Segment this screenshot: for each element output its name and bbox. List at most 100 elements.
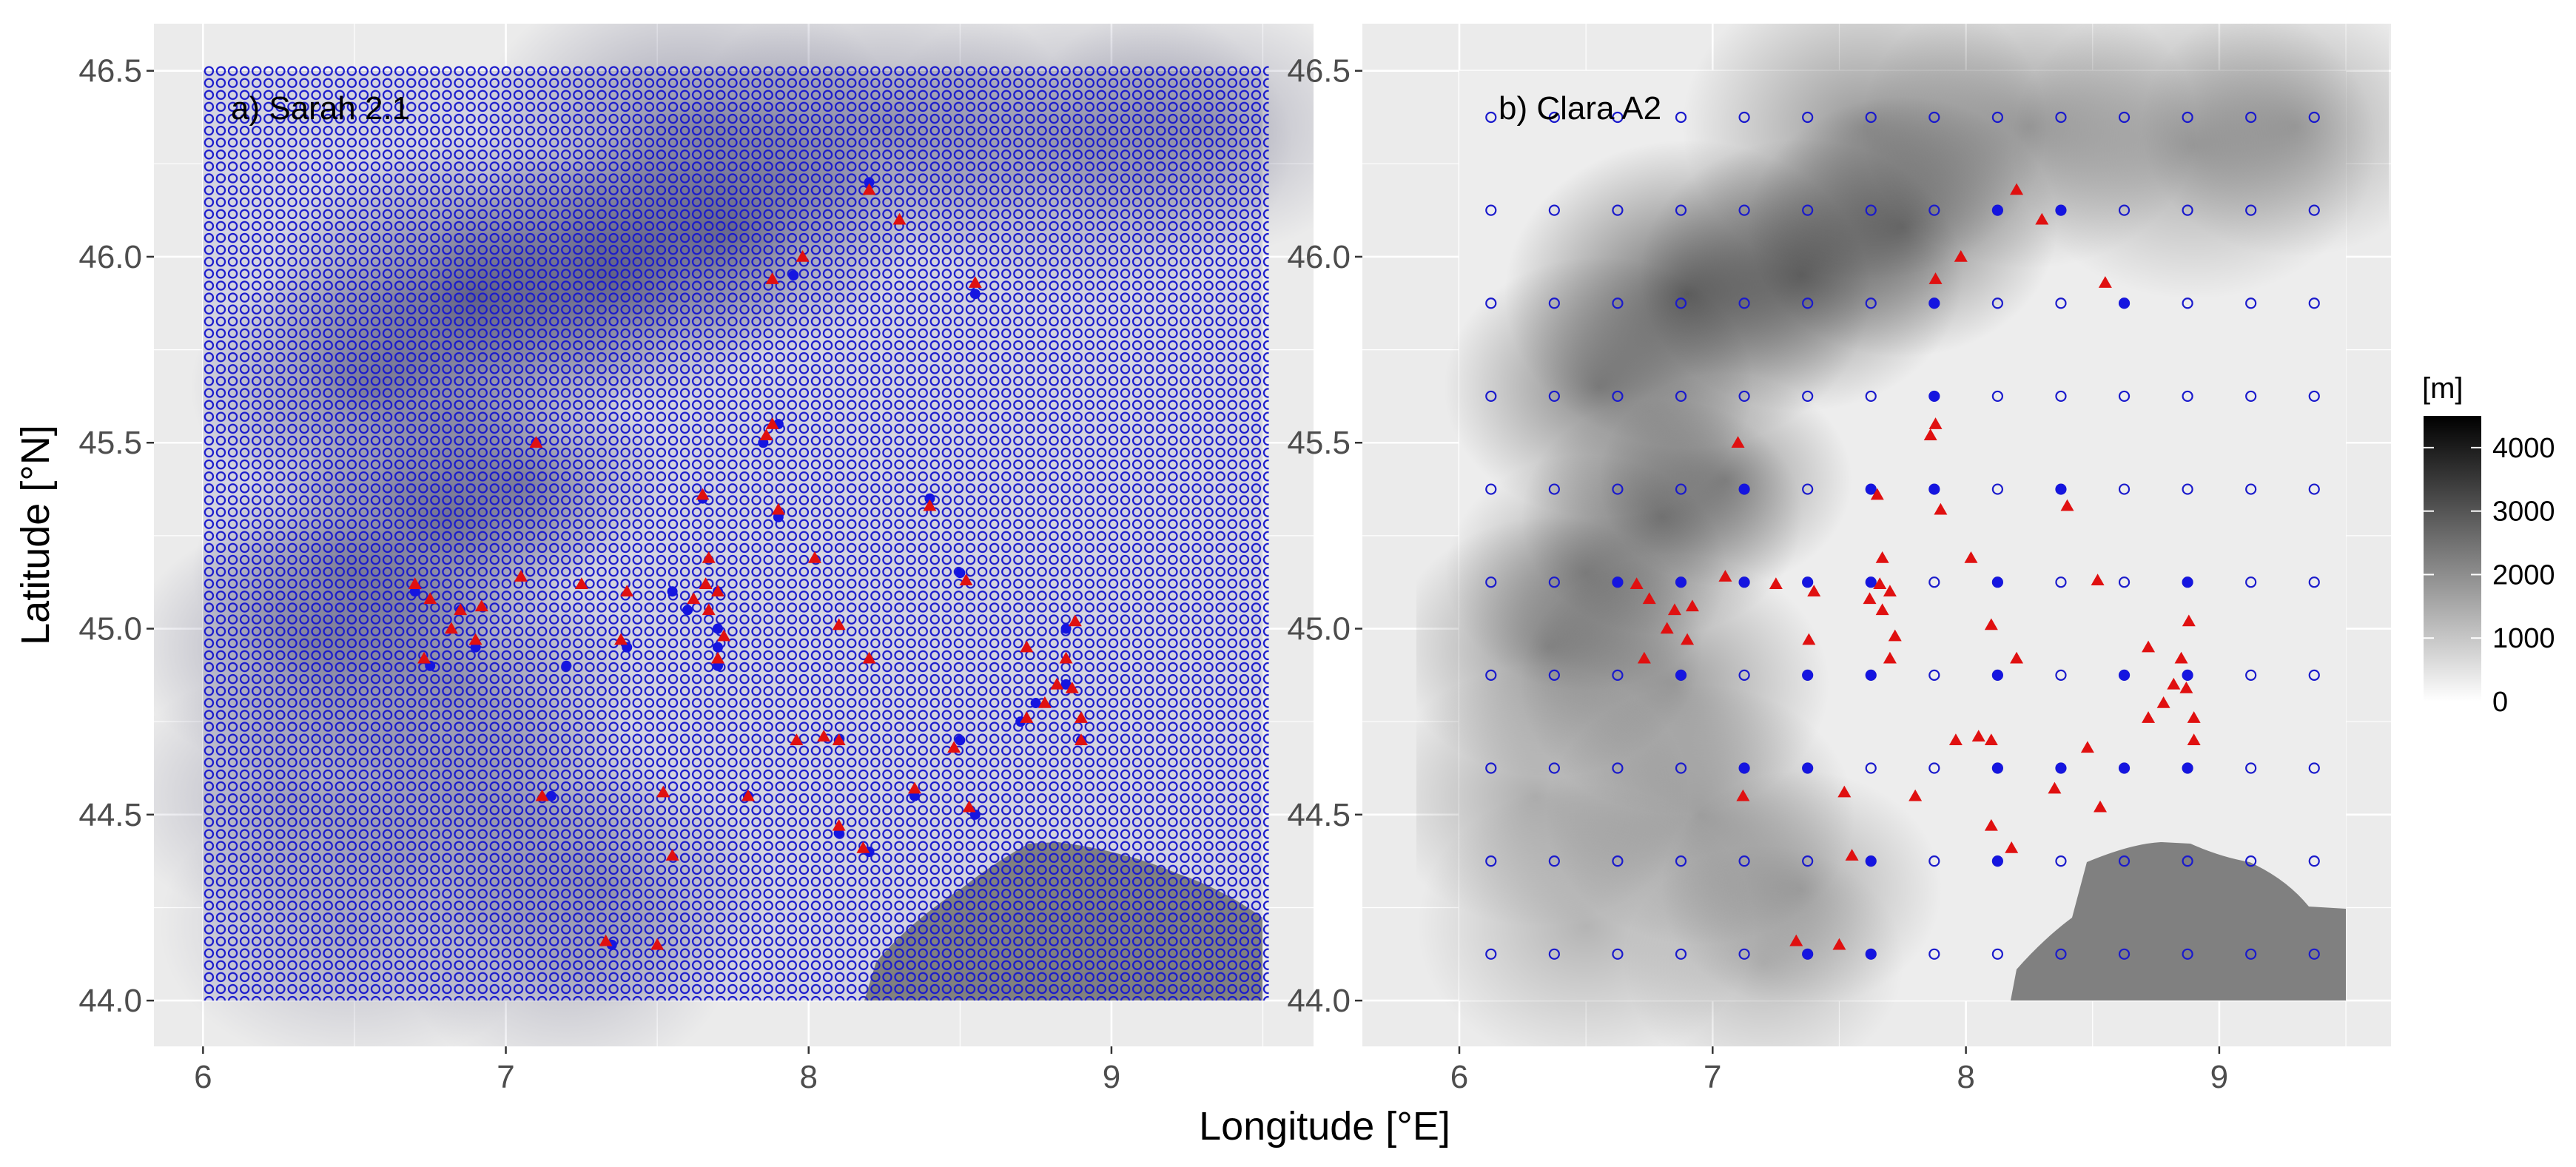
station-marker bbox=[1883, 651, 1897, 664]
station-marker bbox=[796, 249, 810, 262]
grid-cell bbox=[2182, 297, 2193, 309]
station-marker bbox=[1020, 711, 1034, 723]
grid-cell bbox=[2182, 855, 2193, 867]
grid-cell bbox=[1738, 948, 1750, 960]
station-marker bbox=[862, 651, 876, 664]
selected-cell bbox=[1866, 484, 1877, 495]
station-marker bbox=[702, 551, 716, 563]
grid-cell bbox=[2118, 204, 2131, 216]
grid-cell bbox=[1548, 576, 1560, 588]
station-marker bbox=[408, 577, 422, 589]
selected-cell bbox=[2055, 205, 2066, 216]
selected-cell bbox=[969, 289, 981, 300]
grid-cell bbox=[1485, 669, 1497, 681]
grid-cell bbox=[1548, 948, 1560, 960]
selected-cell bbox=[1992, 855, 2003, 867]
station-marker bbox=[959, 574, 973, 585]
colorbar-tick-label: 3000 bbox=[2492, 497, 2555, 528]
grid-cell bbox=[1485, 948, 1497, 960]
panel-b-relief bbox=[1416, 24, 2389, 1046]
panel-b-sea bbox=[2011, 842, 2346, 1000]
colorbar bbox=[2424, 416, 2481, 702]
selected-cell bbox=[2182, 762, 2193, 773]
station-marker bbox=[710, 651, 724, 664]
station-marker bbox=[771, 502, 785, 515]
grid-cell bbox=[1928, 855, 1940, 867]
station-marker bbox=[1845, 849, 1859, 861]
grid-cell bbox=[1612, 483, 1624, 495]
y-tick-label: 45.0 bbox=[1287, 611, 1351, 648]
legend-title: [m] bbox=[2422, 372, 2464, 405]
grid-cell bbox=[1802, 111, 1814, 124]
grid-cell bbox=[1675, 297, 1687, 309]
grid-cell bbox=[1738, 390, 1750, 403]
grid-cell bbox=[2308, 390, 2320, 403]
grid-cell bbox=[1802, 297, 1814, 309]
selected-cell bbox=[2055, 762, 2066, 773]
grid-cell bbox=[1485, 576, 1497, 588]
selected-cell bbox=[2182, 670, 2193, 681]
station-marker bbox=[2182, 614, 2196, 627]
x-tick-label: 9 bbox=[2210, 1059, 2228, 1095]
x-tick-label: 7 bbox=[1704, 1059, 1721, 1095]
selected-cell bbox=[2182, 576, 2193, 588]
x-axis-title: Longitude [°E] bbox=[1199, 1104, 1450, 1148]
grid-cell bbox=[1928, 762, 1940, 774]
station-marker bbox=[1681, 633, 1695, 645]
colorbar-ticks: 4000 3000 2000 1000 0 bbox=[2424, 433, 2555, 718]
grid-cell bbox=[2118, 390, 2131, 403]
grid-cell bbox=[1675, 483, 1687, 495]
station-marker bbox=[1789, 934, 1803, 946]
selected-cell bbox=[712, 623, 723, 634]
y-tick-label: 44.5 bbox=[1287, 797, 1351, 833]
station-marker bbox=[2010, 183, 2024, 195]
grid-cell bbox=[2055, 855, 2067, 867]
station-marker bbox=[1059, 651, 1073, 664]
station-marker bbox=[1984, 818, 1998, 831]
selected-cell bbox=[1866, 855, 1877, 867]
station-marker bbox=[2035, 212, 2049, 225]
grid-cell bbox=[2308, 669, 2320, 681]
station-marker bbox=[2174, 651, 2188, 664]
station-marker bbox=[1928, 417, 1943, 429]
panel-a-x-axis: 6 7 8 9 bbox=[194, 1046, 1120, 1095]
selected-cell bbox=[1802, 670, 1813, 681]
grid-cell bbox=[1802, 483, 1814, 495]
station-marker bbox=[423, 592, 437, 605]
station-marker bbox=[759, 428, 773, 440]
selected-cell bbox=[1866, 576, 1877, 588]
grid-cell bbox=[2245, 762, 2257, 774]
station-marker bbox=[2048, 781, 2062, 794]
grid-cell bbox=[2245, 855, 2257, 867]
panel-b-label: b) Clara A2 bbox=[1499, 90, 1661, 127]
grid-cell bbox=[2182, 111, 2193, 124]
y-tick-label: 46.5 bbox=[78, 53, 142, 90]
station-marker bbox=[650, 938, 665, 950]
grid-cell bbox=[1612, 390, 1624, 403]
station-marker bbox=[687, 592, 701, 605]
grid-cell bbox=[1928, 204, 1940, 216]
station-marker bbox=[2094, 800, 2108, 813]
station-marker bbox=[1038, 696, 1052, 708]
grid-cell bbox=[2245, 297, 2257, 309]
station-marker bbox=[454, 603, 468, 616]
station-marker bbox=[1948, 733, 1963, 746]
grid-cell bbox=[1928, 948, 1940, 960]
legend: [m] 4000 3000 2000 1000 0 bbox=[2422, 372, 2555, 718]
grid-cell bbox=[1612, 762, 1624, 774]
panel-b-selected-cells bbox=[1612, 205, 2193, 960]
station-marker bbox=[2080, 741, 2094, 753]
grid-cell bbox=[2118, 483, 2131, 495]
station-marker bbox=[1873, 577, 1887, 589]
grid-cell bbox=[1991, 948, 2003, 960]
station-marker bbox=[1050, 677, 1064, 690]
grid-cell bbox=[2245, 669, 2257, 681]
selected-cell bbox=[1612, 576, 1623, 588]
station-marker bbox=[1667, 603, 1681, 616]
station-marker bbox=[856, 841, 870, 853]
station-marker bbox=[947, 741, 961, 753]
station-marker bbox=[817, 730, 831, 742]
station-marker bbox=[2098, 276, 2112, 288]
grid-cell bbox=[1675, 762, 1687, 774]
station-marker bbox=[1802, 633, 1816, 645]
